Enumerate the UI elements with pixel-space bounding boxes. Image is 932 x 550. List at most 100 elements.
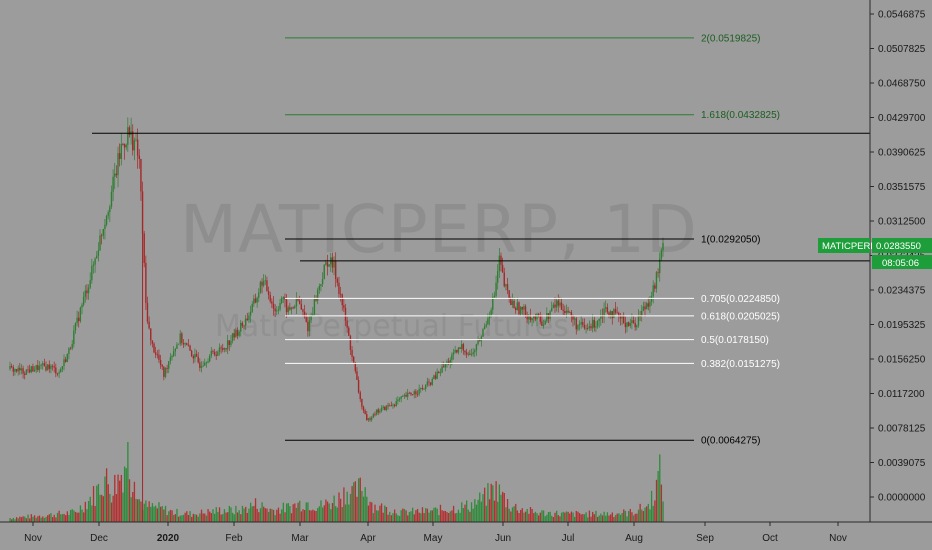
- candle-body: [282, 297, 285, 299]
- volume-bar: [253, 505, 255, 522]
- candle: [398, 397, 401, 402]
- volume-bar: [475, 504, 478, 522]
- candle-body: [462, 344, 465, 351]
- candle: [292, 306, 294, 310]
- volume-bar: [176, 508, 178, 522]
- candle-body: [323, 264, 325, 280]
- candle-body: [42, 363, 44, 365]
- candle-body: [107, 212, 109, 216]
- candle: [79, 306, 82, 323]
- candle: [408, 391, 411, 394]
- candle: [186, 342, 188, 346]
- watermark-subtitle: Matic Perpetual Futures: [215, 309, 569, 344]
- candle-body: [395, 401, 397, 406]
- volume-bar: [24, 516, 26, 522]
- volume-bar: [51, 517, 54, 522]
- volume-bar: [344, 504, 347, 522]
- volume-bar: [120, 474, 122, 522]
- candle-body: [333, 261, 335, 268]
- candle-body: [115, 173, 118, 176]
- volume-bar: [456, 512, 458, 522]
- candle-body: [28, 369, 31, 373]
- volume-bar: [123, 466, 126, 522]
- candle-body: [163, 366, 165, 377]
- volume-bar: [366, 496, 368, 522]
- volume-bar: [202, 513, 204, 522]
- candle-body: [492, 297, 494, 310]
- volume-bar: [245, 506, 247, 522]
- time-axis[interactable]: Nov Dec 2020 Feb Mar Apr May Jun Jul Aug Sep Oct Nov: [0, 521, 932, 544]
- candle-body: [616, 312, 618, 314]
- volume-bar: [233, 514, 235, 522]
- fibonacci-levels[interactable]: 2(0.0519825) 1.618(0.0432825) 1(0.0292050)…: [285, 33, 780, 447]
- volume-bar: [243, 508, 245, 522]
- candle: [27, 365, 29, 373]
- volume-bar: [590, 516, 592, 522]
- volume-bar: [222, 513, 224, 522]
- volume-bar: [572, 512, 574, 522]
- volume-bar: [230, 507, 232, 522]
- candle: [164, 367, 167, 379]
- candle: [220, 345, 222, 354]
- volume-bar: [315, 510, 317, 522]
- volume-bar: [35, 517, 37, 522]
- volume-bar: [389, 511, 391, 522]
- volume-bar: [217, 511, 219, 522]
- candle: [40, 363, 42, 369]
- volume-bar: [423, 513, 425, 522]
- candle: [328, 264, 330, 268]
- candle-body: [19, 367, 21, 371]
- candle-body: [190, 350, 193, 357]
- candle-body: [537, 313, 540, 317]
- volume-bar: [578, 513, 581, 522]
- candle-body: [161, 364, 163, 367]
- volume-bar: [266, 508, 268, 522]
- volume-bar: [56, 512, 59, 522]
- candle-body: [158, 354, 160, 360]
- candle-body: [420, 388, 422, 389]
- candle: [303, 304, 306, 319]
- volume-bar: [29, 518, 31, 522]
- candle-body: [632, 320, 635, 323]
- candle-body: [220, 347, 222, 349]
- candle: [459, 346, 461, 349]
- volume-bar: [518, 513, 520, 522]
- volume-bar: [390, 515, 393, 522]
- volume-bar: [484, 487, 486, 522]
- candle: [69, 346, 72, 350]
- candle: [118, 143, 121, 167]
- candle: [564, 305, 566, 316]
- volume-bar: [177, 516, 180, 522]
- candle: [276, 306, 278, 316]
- candle-body: [71, 344, 73, 349]
- volume-bar: [91, 505, 93, 522]
- volume-bar: [526, 508, 528, 522]
- volume-bar: [264, 508, 267, 522]
- candle: [593, 316, 595, 332]
- candle: [148, 316, 150, 330]
- volume-bar: [318, 506, 321, 522]
- volume-bar: [22, 516, 24, 522]
- candle: [287, 305, 289, 315]
- candle: [374, 411, 376, 417]
- volume-bar: [650, 490, 653, 522]
- candle-body: [302, 309, 304, 312]
- volume-bar: [552, 517, 555, 522]
- candle: [154, 346, 157, 359]
- candle: [449, 357, 451, 369]
- candlesticks: [9, 117, 664, 522]
- candle: [483, 323, 486, 330]
- volume-bar: [277, 507, 280, 522]
- volume-bar: [105, 468, 108, 522]
- volume-bar: [426, 508, 429, 522]
- candle-body: [164, 367, 167, 377]
- volume-bar: [626, 516, 628, 522]
- volume-bar: [575, 510, 577, 522]
- candle: [613, 307, 615, 319]
- volume-bar: [547, 512, 550, 522]
- candle-body: [559, 302, 561, 306]
- candle: [215, 350, 217, 360]
- volume-bar: [248, 508, 250, 522]
- candle: [464, 350, 466, 356]
